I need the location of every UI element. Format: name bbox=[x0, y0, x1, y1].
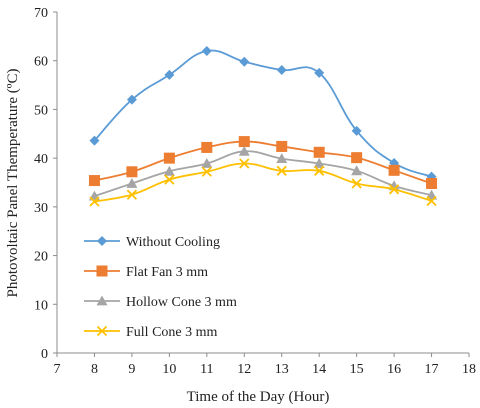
x-tick-label: 12 bbox=[237, 362, 251, 377]
data-point bbox=[89, 196, 100, 207]
data-point bbox=[126, 189, 138, 200]
legend-label: Flat Fan 3 mm bbox=[126, 265, 208, 280]
data-point bbox=[276, 153, 288, 164]
data-point bbox=[201, 141, 213, 153]
legend-marker bbox=[96, 325, 108, 337]
data-point bbox=[238, 136, 250, 148]
series-line bbox=[94, 140, 432, 185]
y-tick-label: 0 bbox=[41, 347, 48, 362]
data-point bbox=[314, 67, 325, 78]
x-tick-label: 7 bbox=[54, 362, 61, 377]
x-axis-title: Time of the Day (Hour) bbox=[187, 389, 330, 405]
data-point bbox=[276, 140, 288, 152]
x-tick-label: 16 bbox=[387, 362, 401, 377]
legend: Without Cooling Flat Fan 3 mm Hollow Cone … bbox=[84, 235, 237, 340]
x-tick-label: 8 bbox=[91, 362, 98, 377]
legend-item: Flat Fan 3 mm bbox=[84, 265, 208, 280]
data-point bbox=[276, 165, 287, 176]
x-tick-label: 11 bbox=[200, 362, 213, 377]
data-point bbox=[126, 166, 138, 178]
y-tick-label: 50 bbox=[34, 103, 48, 118]
y-tick-label: 30 bbox=[34, 201, 48, 216]
data-point bbox=[126, 177, 138, 188]
data-point bbox=[351, 165, 363, 176]
x-tick-label: 14 bbox=[312, 362, 326, 377]
data-point bbox=[163, 152, 175, 164]
data-point bbox=[388, 184, 400, 195]
series-group bbox=[88, 45, 438, 207]
legend-marker bbox=[97, 236, 107, 246]
series-3 bbox=[89, 158, 437, 207]
legend-label: Full Cone 3 mm bbox=[126, 325, 218, 340]
y-tick-label: 60 bbox=[34, 55, 48, 70]
x-tick-label: 10 bbox=[162, 362, 176, 377]
x-tick-label: 15 bbox=[350, 362, 364, 377]
y-tick-label: 70 bbox=[34, 6, 48, 21]
data-point bbox=[201, 45, 212, 56]
series-line bbox=[93, 49, 432, 178]
data-point bbox=[164, 174, 175, 185]
data-point bbox=[238, 145, 250, 156]
y-axis-title: Photovoltaic Panel Themperature (ºC) bbox=[5, 69, 21, 298]
data-point bbox=[351, 152, 363, 164]
series-line bbox=[94, 150, 432, 197]
legend-label: Without Cooling bbox=[126, 235, 220, 250]
data-point bbox=[426, 195, 437, 207]
data-point bbox=[426, 177, 438, 189]
data-point bbox=[313, 146, 325, 158]
data-point bbox=[313, 158, 325, 168]
series-line bbox=[94, 162, 432, 203]
data-point bbox=[351, 125, 362, 136]
axes: 0 10 20 30 40 50 60 70 7 8 9 10 11 12 13 14 15 16 17 18 bbox=[34, 6, 476, 377]
y-tick-label: 40 bbox=[34, 152, 48, 167]
data-point bbox=[201, 166, 212, 177]
data-point bbox=[351, 178, 362, 189]
data-point bbox=[276, 64, 287, 75]
legend-marker bbox=[96, 295, 108, 306]
data-point bbox=[239, 158, 250, 169]
data-point bbox=[388, 164, 400, 176]
data-point bbox=[89, 135, 100, 146]
y-tick-label: 20 bbox=[34, 250, 48, 265]
data-point bbox=[126, 94, 137, 105]
x-tick-label: 18 bbox=[462, 362, 476, 377]
data-point bbox=[164, 69, 175, 80]
series-1 bbox=[88, 136, 438, 189]
data-point bbox=[314, 165, 325, 176]
x-tick-label: 9 bbox=[128, 362, 135, 377]
legend-marker bbox=[96, 265, 108, 277]
data-point bbox=[201, 158, 213, 168]
legend-item: Full Cone 3 mm bbox=[84, 325, 218, 340]
x-tick-label: 17 bbox=[425, 362, 439, 377]
series-0 bbox=[89, 45, 437, 182]
x-tick-label: 13 bbox=[275, 362, 289, 377]
legend-item: Hollow Cone 3 mm bbox=[84, 295, 237, 310]
data-point bbox=[163, 165, 175, 176]
y-tick-label: 10 bbox=[34, 298, 48, 313]
data-point bbox=[239, 56, 250, 67]
legend-item: Without Cooling bbox=[84, 235, 220, 250]
data-point bbox=[88, 175, 100, 187]
legend-label: Hollow Cone 3 mm bbox=[126, 295, 237, 310]
